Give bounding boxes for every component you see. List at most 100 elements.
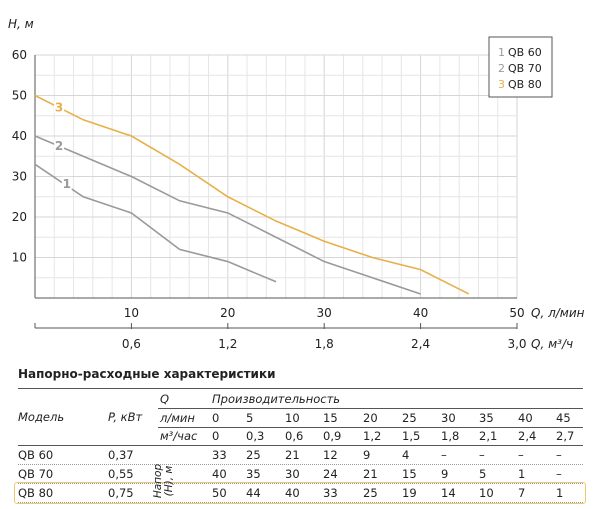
head-value: 35	[246, 467, 261, 481]
head-value: –	[479, 448, 485, 462]
legend-entry: QB 80	[508, 78, 542, 91]
head-value: 33	[323, 486, 338, 500]
head-value: 15	[402, 467, 417, 481]
head-value: 21	[363, 467, 378, 481]
head-value: 1	[518, 467, 526, 481]
series-label: 3	[55, 101, 63, 115]
m3-value: 0,9	[323, 429, 342, 443]
head-value: –	[441, 448, 447, 462]
head-value: 5	[479, 467, 487, 481]
highlighted-row-frame	[14, 482, 586, 504]
table-divider	[158, 408, 583, 409]
series-label: 1	[63, 177, 71, 191]
table-divider	[158, 427, 583, 428]
x-axis-label: Q, л/мин	[531, 306, 585, 320]
head-value: 25	[363, 486, 378, 500]
legend-entry: QB 60	[508, 46, 542, 59]
table-title: Напорно-расходные характеристики	[18, 367, 276, 381]
head-value: 40	[212, 467, 227, 481]
head-value: 24	[323, 467, 338, 481]
head-value: 19	[402, 486, 417, 500]
model-name: QB 60	[18, 448, 54, 462]
table-divider	[18, 483, 583, 484]
legend-number: 1	[498, 46, 505, 59]
head-value: 7	[518, 486, 526, 500]
x2-tick-label: 3,0	[507, 337, 526, 351]
m3-value: 0,3	[246, 429, 265, 443]
head-value: 30	[285, 467, 300, 481]
series-label-bg	[61, 176, 72, 190]
head-value: 9	[441, 467, 449, 481]
y-tick-label: 30	[12, 170, 27, 184]
head-value: –	[556, 448, 562, 462]
m3-label: м³/час	[160, 429, 198, 443]
table-divider	[18, 388, 583, 389]
head-value: 12	[323, 448, 338, 462]
performance-header: Производительность	[212, 392, 341, 406]
x2-axis-label: Q, м³/ч	[531, 337, 573, 351]
y-tick-label: 40	[12, 129, 27, 143]
head-value: 9	[363, 448, 371, 462]
x-tick-label: 10	[124, 306, 139, 320]
series-label-bg	[54, 100, 65, 114]
y-tick-label: 50	[12, 89, 27, 103]
lmin-value: 15	[323, 411, 338, 425]
head-value: 50	[212, 486, 227, 500]
head-value: 33	[212, 448, 227, 462]
lmin-label: л/мин	[160, 411, 195, 425]
y-tick-label: 20	[12, 210, 27, 224]
x-tick-label: 30	[317, 306, 332, 320]
head-value: 44	[246, 486, 261, 500]
legend-number: 2	[498, 62, 505, 75]
series-line-3	[34, 94, 470, 295]
x2-tick-label: 0,6	[122, 337, 141, 351]
power-header: P, кВт	[108, 410, 143, 424]
x2-tick-label: 2,4	[411, 337, 430, 351]
m3-value: 2,1	[479, 429, 498, 443]
head-value: 1	[556, 486, 564, 500]
x2-tick-label: 1,2	[218, 337, 237, 351]
lmin-value: 30	[441, 411, 456, 425]
series-line-2	[34, 135, 421, 295]
m3-value: 1,8	[441, 429, 460, 443]
head-label: Напор (H), м	[152, 463, 175, 499]
lmin-value: 5	[246, 411, 254, 425]
legend-box	[488, 36, 553, 98]
power-value: 0,37	[108, 448, 134, 462]
legend-number: 3	[498, 78, 505, 91]
model-name: QB 70	[18, 467, 54, 481]
head-value: –	[556, 467, 562, 481]
m3-value: 1,2	[363, 429, 382, 443]
y-axis-label: H, м	[8, 17, 34, 31]
y-tick-label: 10	[12, 251, 27, 265]
pump-curve-chart: 10 20 30 40 50 60 10 20 30 40 50 Q, л/мин 0,6 1,2 1,8 2…	[8, 17, 585, 351]
model-name: QB 80	[18, 486, 54, 500]
m3-value: 0,6	[285, 429, 304, 443]
lmin-value: 40	[518, 411, 533, 425]
m3-value: 0	[212, 429, 220, 443]
lmin-value: 35	[479, 411, 494, 425]
series-label-bg	[54, 139, 65, 153]
head-value: 21	[285, 448, 300, 462]
x-tick-label: 20	[220, 306, 235, 320]
x-tick-label: 50	[509, 306, 524, 320]
x-tick-label: 40	[413, 306, 428, 320]
m3-value: 2,4	[518, 429, 537, 443]
y-tick-label: 60	[12, 48, 27, 62]
lmin-value: 25	[402, 411, 417, 425]
head-value: 25	[246, 448, 261, 462]
power-value: 0,75	[108, 486, 134, 500]
x2-tick-label: 1,8	[315, 337, 334, 351]
model-header: Модель	[18, 410, 65, 424]
table-divider	[18, 502, 583, 503]
lmin-value: 10	[285, 411, 300, 425]
head-value: –	[518, 448, 524, 462]
head-value: 10	[479, 486, 494, 500]
q-header: Q	[160, 392, 170, 406]
m3-value: 2,7	[556, 429, 575, 443]
table-divider	[18, 464, 583, 465]
lmin-value: 20	[363, 411, 378, 425]
head-value: 40	[285, 486, 300, 500]
series-line-1	[34, 163, 277, 283]
series-label: 2	[55, 139, 63, 153]
